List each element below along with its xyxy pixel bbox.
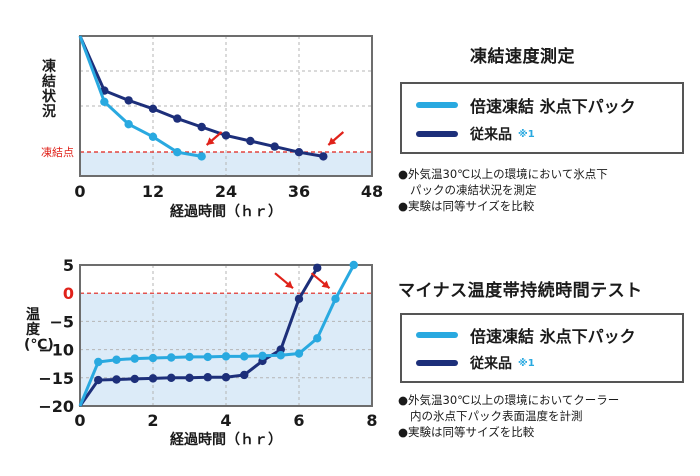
chart2-legend: 倍速凍結 氷点下パック 従来品 ※1 — [400, 313, 684, 383]
legend1-item-old: 従来品 ※1 — [416, 124, 535, 144]
chart2-series-line — [78, 264, 356, 407]
chart1-data-point — [173, 114, 182, 123]
chart2-y-tick-label: 5 — [63, 256, 74, 275]
chart2-data-point — [313, 263, 322, 273]
chart2-x-tick-label: 2 — [147, 411, 158, 430]
chart2-x-tick-label: 4 — [220, 411, 231, 430]
legend2-item-new: 倍速凍結 氷点下パック — [416, 323, 636, 347]
legend1-note: ※1 — [518, 128, 535, 140]
chart1-data-point — [148, 104, 158, 114]
chart2-data-point — [240, 352, 249, 361]
chart2-note-line: ●実験は同等サイズを比較 — [398, 425, 535, 439]
chart2-x-tick-label: 8 — [366, 411, 377, 430]
chart2-x-tick-label: 0 — [74, 411, 85, 430]
legend2-note: ※1 — [518, 357, 535, 369]
chart1-note-line: パックの凍結状況を測定 — [410, 183, 537, 197]
chart1-series-line — [78, 35, 324, 158]
chart2-data-point — [294, 349, 304, 358]
chart1-data-point — [221, 131, 231, 140]
chart1-heading: 凍結速度測定 — [470, 47, 575, 67]
chart1-x-axis-label: 経過時間（ｈｒ） — [170, 203, 282, 220]
chart1-note-line: ●外気温30℃以上の環境において氷点下 — [398, 167, 608, 181]
chart1-frame — [79, 35, 373, 177]
chart2-x-axis-label: 経過時間（ｈｒ） — [170, 431, 282, 448]
chart2-data-point — [221, 352, 231, 361]
chart1-x-tick-label: 0 — [74, 182, 85, 201]
chart2-data-point — [130, 354, 139, 363]
chart2-notes: ●外気温30℃以上の環境においてクーラー 内の氷点下パック表面温度を計測 ●実験… — [398, 392, 619, 440]
chart2-data-point — [203, 352, 212, 362]
chart2-data-point — [221, 373, 231, 382]
chart1-data-point — [294, 148, 304, 157]
chart2-data-point — [331, 294, 340, 304]
legend1-swatch-new — [416, 102, 458, 108]
chart2-note-line: ●外気温30℃以上の環境においてクーラー — [398, 393, 620, 407]
chart1-x-tick-label: 48 — [361, 182, 383, 201]
legend2-item-old: 従来品 ※1 — [416, 353, 535, 373]
legend2-label-old: 従来品 — [470, 356, 512, 372]
chart2-zero-arrow-head — [321, 280, 330, 289]
chart2-y-axis-label: 温度 (℃) — [24, 307, 54, 353]
legend2-swatch-new — [416, 332, 458, 338]
legend1-label-new: 倍速凍結 氷点下パック — [470, 97, 636, 116]
legend1-label-old: 従来品 — [470, 127, 512, 143]
chart2-data-point — [258, 351, 267, 361]
chart1-notes: ●外気温30℃以上の環境において氷点下 パックの凍結状況を測定 ●実験は同等サイ… — [398, 166, 608, 214]
chart1-x-tick-label: 24 — [215, 182, 237, 201]
chart2-data-point — [148, 353, 158, 363]
chart1-data-point — [246, 136, 255, 146]
chart1-series-line — [78, 35, 202, 158]
chart1-legend: 倍速凍結 氷点下パック 従来品 ※1 — [400, 82, 684, 154]
chart2-data-point — [276, 351, 285, 360]
chart2-zero-arrow-head — [285, 280, 293, 289]
chart2-data-point — [240, 370, 249, 380]
legend2-swatch-old — [416, 360, 458, 366]
legend1-item-new: 倍速凍結 氷点下パック — [416, 93, 636, 117]
chart1-x-tick-label: 12 — [142, 182, 164, 201]
chart1-data-point — [319, 152, 328, 161]
chart1-data-point — [148, 132, 158, 141]
chart1-data-point — [173, 148, 182, 157]
chart1-data-point — [197, 152, 206, 161]
chart1-freeze-label: 凍結点 — [41, 145, 74, 159]
chart2-data-point — [203, 373, 212, 382]
chart2-data-point — [130, 374, 139, 384]
chart1-data-point — [100, 97, 109, 107]
chart2-data-point — [185, 352, 194, 362]
chart2-note-line: 内の氷点下パック表面温度を計測 — [410, 409, 583, 423]
chart1-data-point — [124, 120, 133, 129]
chart2-data-point — [148, 374, 158, 383]
chart2-y-tick-label: 0 — [63, 284, 74, 303]
chart2-x-tick-label: 6 — [293, 411, 304, 430]
chart2-frame — [79, 264, 373, 407]
chart1-data-point — [270, 142, 279, 151]
chart2-data-point — [167, 353, 176, 362]
legend2-label-new: 倍速凍結 氷点下パック — [470, 327, 636, 346]
chart2-data-point — [349, 260, 358, 270]
chart2-heading: マイナス温度帯持続時間テスト — [398, 281, 643, 301]
chart2-data-point — [185, 373, 194, 382]
chart2-data-point — [94, 375, 103, 385]
chart2-y-tick-label: −5 — [49, 312, 74, 331]
chart2-y-tick-label: −10 — [38, 341, 74, 360]
chart1-data-point — [197, 122, 206, 132]
chart2-data-point — [294, 294, 304, 304]
chart1-freeze-arrow-head — [206, 137, 215, 145]
chart1-y-axis-label: 凍結状況 — [42, 59, 56, 120]
chart1-note-line: ●実験は同等サイズを比較 — [398, 199, 535, 213]
chart2-data-point — [94, 357, 103, 367]
chart1-x-tick-label: 36 — [288, 182, 310, 201]
chart2-data-point — [167, 373, 176, 382]
chart2-y-tick-label: −15 — [38, 369, 74, 388]
chart2-data-point — [112, 355, 121, 364]
chart1-data-point — [124, 96, 133, 105]
chart2-y-tick-label: −20 — [38, 397, 74, 416]
chart2-data-point — [313, 334, 322, 343]
legend1-swatch-old — [416, 131, 458, 137]
chart1-freeze-arrow-head — [328, 137, 337, 145]
chart2-data-point — [112, 375, 121, 384]
